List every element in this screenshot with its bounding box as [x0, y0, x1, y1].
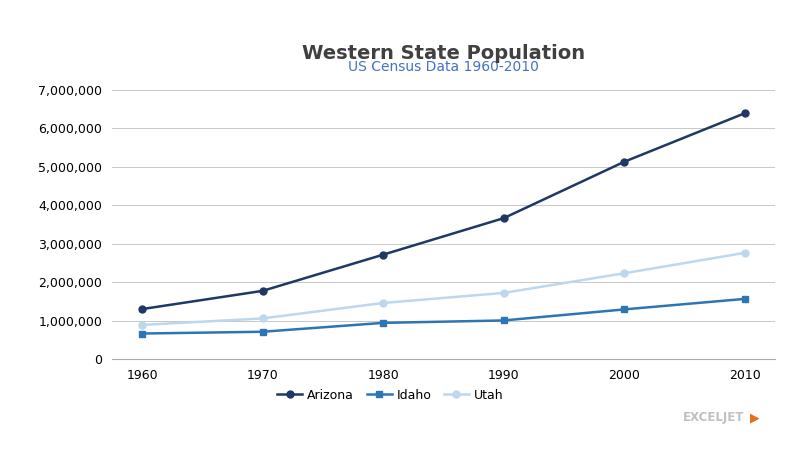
Idaho: [137, 331, 147, 336]
Arizona: [258, 288, 268, 294]
Arizona: [619, 159, 629, 164]
Text: EXCELJET: EXCELJET: [683, 411, 745, 424]
Text: ▶: ▶: [750, 411, 760, 424]
Idaho: [258, 329, 268, 335]
Idaho: [379, 320, 388, 326]
Idaho: [619, 307, 629, 312]
Arizona: [740, 110, 749, 116]
Arizona: [137, 306, 147, 312]
Arizona: [499, 216, 508, 221]
Utah: [379, 300, 388, 306]
Utah: [499, 290, 508, 295]
Line: Arizona: Arizona: [138, 110, 749, 313]
Utah: [740, 250, 749, 255]
Idaho: [499, 318, 508, 323]
Line: Utah: Utah: [138, 249, 749, 328]
Idaho: [740, 296, 749, 302]
Utah: [619, 271, 629, 276]
Line: Idaho: Idaho: [138, 295, 749, 337]
Text: US Census Data 1960-2010: US Census Data 1960-2010: [348, 60, 539, 74]
Utah: [137, 322, 147, 328]
Arizona: [379, 252, 388, 257]
Legend: Arizona, Idaho, Utah: Arizona, Idaho, Utah: [272, 384, 509, 407]
Utah: [258, 316, 268, 321]
Title: Western State Population: Western State Population: [302, 44, 585, 63]
